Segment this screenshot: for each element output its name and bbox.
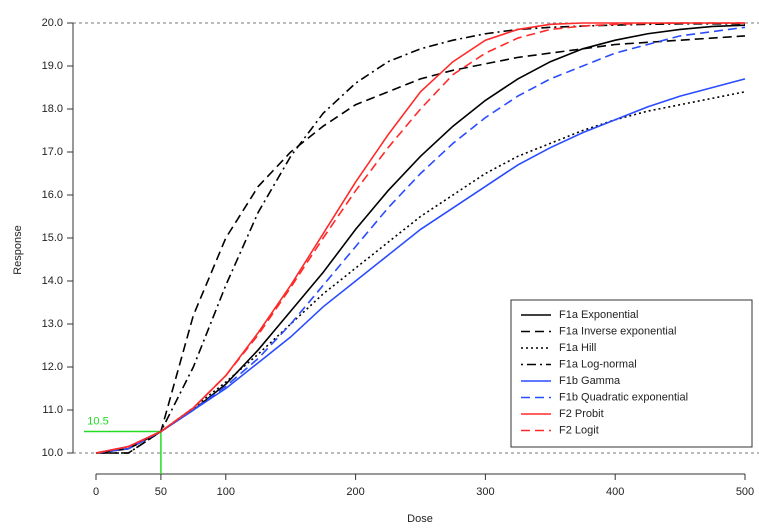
series-line — [95, 26, 746, 454]
x-tick-label: 100 — [217, 486, 235, 498]
series-line — [95, 78, 746, 454]
legend-label: F1a Log-normal — [559, 358, 637, 370]
series-line — [96, 23, 745, 454]
y-tick-label: 11.0 — [42, 404, 63, 416]
y-axis-label: Response — [12, 225, 24, 275]
x-tick-label: 200 — [346, 486, 364, 498]
legend-box — [510, 299, 753, 448]
series-line — [95, 22, 745, 454]
x-axis-label: Dose — [407, 513, 433, 525]
y-tick-label: 10.0 — [42, 447, 63, 459]
y-tick-label: 14.0 — [42, 275, 63, 287]
legend-label: F1b Gamma — [559, 375, 621, 387]
y-tick-label: 19.0 — [42, 60, 63, 72]
y-tick-label: 12.0 — [42, 361, 63, 373]
y-tick-label: 18.0 — [42, 103, 63, 115]
annotation-label: 10.5 — [87, 415, 108, 427]
legend-label: F1a Hill — [559, 342, 596, 354]
y-tick-label: 15.0 — [42, 232, 63, 244]
y-tick-label: 13.0 — [42, 318, 63, 330]
legend-label: F1a Inverse exponential — [559, 325, 676, 337]
x-tick-label: 400 — [606, 486, 624, 498]
series-line — [96, 35, 746, 454]
x-tick-label: 50 — [155, 486, 167, 498]
y-tick-label: 20.0 — [42, 17, 63, 29]
legend: F1a Exponential F1a Inverse exponential F1… — [510, 299, 753, 448]
y-tick-label: 16.0 — [42, 189, 63, 201]
x-tick-label: 0 — [93, 486, 99, 498]
legend-label: F2 Probit — [559, 408, 604, 420]
legend-label: F1b Quadratic exponential — [559, 391, 688, 403]
y-tick-label: 17.0 — [42, 146, 63, 158]
series-line — [95, 91, 746, 454]
x-tick-label: 500 — [736, 486, 754, 498]
legend-label: F2 Logit — [559, 424, 599, 436]
legend-label: F1a Exponential — [559, 309, 639, 321]
x-tick-label: 300 — [476, 486, 494, 498]
series-line — [95, 24, 746, 454]
